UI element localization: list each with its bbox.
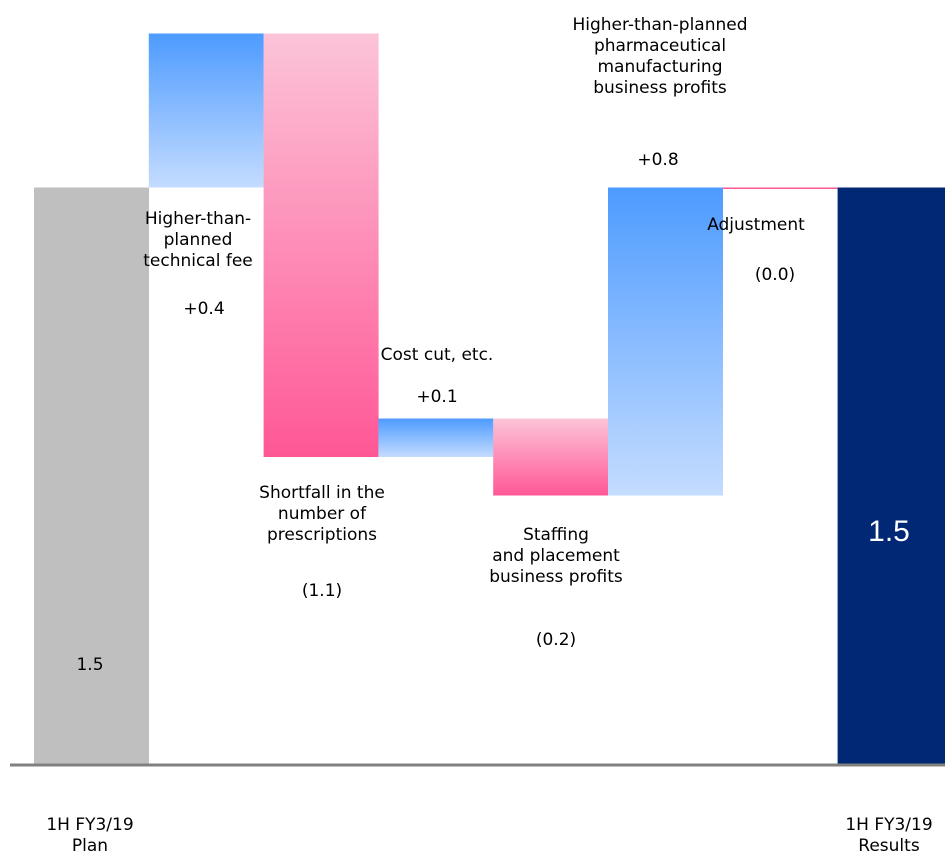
bars-group <box>34 33 945 765</box>
value-label-1h-fy3-19-plan: 1.5 <box>76 655 103 675</box>
bar-cost-cut-etc <box>378 418 494 457</box>
category-label-1h-fy3-19-results: 1H FY3/19 Results <box>845 815 932 856</box>
value-label-staffing-and-placement-business-profits: (0.2) <box>536 630 576 650</box>
bar-1h-fy3-19-results <box>837 187 945 765</box>
bar-higher-than-planned-pharmaceutical-manufacturing-business-profits <box>608 187 723 496</box>
category-label-higher-than-planned-pharmaceutical-manufacturing-business-profits: Higher-than-planned pharmaceutical manufac… <box>572 15 747 98</box>
labels-group: 1H FY3/19 Plan 1.5 Higher-than-planned techn… <box>46 15 932 856</box>
category-label-cost-cut-etc: Cost cut, etc. <box>381 345 494 365</box>
value-label-shortfall-in-the-number-of-prescriptions: (1.1) <box>302 581 342 601</box>
bar-1h-fy3-19-plan <box>34 187 149 765</box>
value-label-higher-than-planned-technical-fee: +0.4 <box>183 299 224 319</box>
category-label-staffing-and-placement-business-profits: Staffing and placement business profits <box>489 525 623 587</box>
category-label-1h-fy3-19-plan: 1H FY3/19 Plan <box>46 815 133 856</box>
category-label-higher-than-planned-technical-fee: Higher-than-planned technical fee <box>143 209 253 271</box>
value-label-cost-cut-etc: +0.1 <box>416 387 457 407</box>
value-label-higher-than-planned-pharmaceutical-manufacturing-business-profits: +0.8 <box>637 150 678 170</box>
category-label-adjustment: Adjustment <box>707 215 805 235</box>
bar-adjustment <box>722 187 838 189</box>
value-label-1h-fy3-19-results: 1.5 <box>868 515 910 548</box>
bar-shortfall-in-the-number-of-prescriptions <box>263 33 379 457</box>
bar-staffing-and-placement-business-profits <box>493 418 609 496</box>
value-label-adjustment: (0.0) <box>755 265 795 285</box>
category-label-shortfall-in-the-number-of-prescriptions: Shortfall in the number of prescriptions <box>259 483 385 545</box>
bar-higher-than-planned-technical-fee <box>148 33 264 188</box>
